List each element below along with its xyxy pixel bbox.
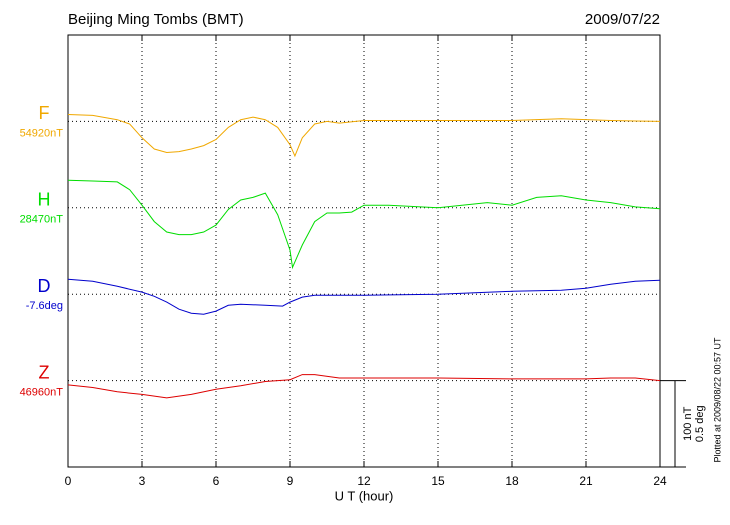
baseline-label: 46960nT: [20, 387, 64, 399]
x-tick-label: 12: [357, 474, 371, 488]
channel-name: D: [38, 276, 51, 296]
x-tick-label: 21: [579, 474, 593, 488]
scale-label: 100 nT: [682, 406, 694, 441]
chart-title: Beijing Ming Tombs (BMT): [68, 11, 244, 28]
x-tick-label: 6: [213, 474, 220, 488]
date: 2009/07/22: [585, 11, 660, 28]
scale-label: 0.5 deg: [694, 405, 706, 442]
x-tick-label: 3: [139, 474, 146, 488]
trace: [67, 114, 661, 158]
footnote: Plotted at 2009/08/22 00:57 UT: [712, 337, 722, 463]
x-tick-label: 9: [287, 474, 294, 488]
baseline-label: 54920nT: [20, 127, 64, 139]
channel-name: H: [38, 190, 51, 210]
trace: [67, 179, 661, 270]
trace: [67, 278, 661, 315]
channel-name: Z: [39, 362, 50, 382]
baseline-label: -7.6deg: [26, 300, 63, 312]
channel-name: F: [39, 103, 50, 123]
x-tick-label: 15: [431, 474, 445, 488]
trace: [67, 374, 661, 399]
x-tick-label: 24: [653, 474, 667, 488]
baseline-label: 28470nT: [20, 214, 64, 226]
x-tick-label: 0: [65, 474, 72, 488]
x-axis-label: U T (hour): [335, 488, 394, 503]
x-tick-label: 18: [505, 474, 519, 488]
